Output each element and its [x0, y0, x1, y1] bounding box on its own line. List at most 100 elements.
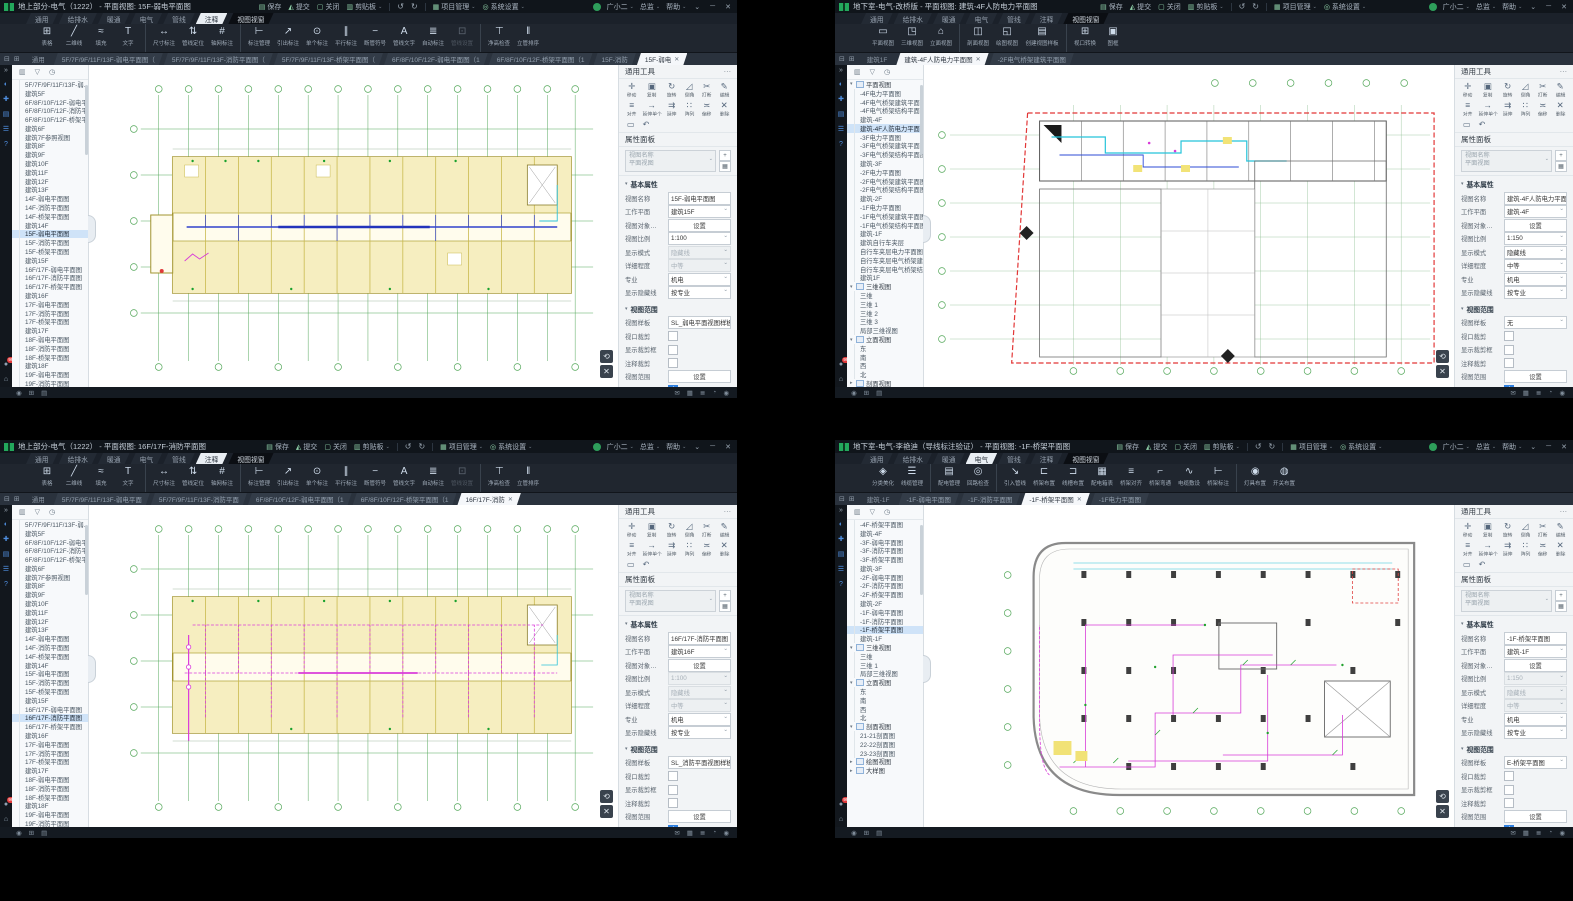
tree-row[interactable]: 19F-弱电平面图: [12, 370, 88, 379]
tree-row[interactable]: -1F-桥架平面图: [847, 625, 923, 635]
panel-tool-button[interactable]: ✕ 删除: [1551, 540, 1569, 558]
collapse-ribbon-button[interactable]: ⌄: [694, 443, 701, 451]
property-value-field[interactable]: 1:100: [668, 232, 731, 245]
ribbon-tab[interactable]: 电气: [131, 453, 163, 464]
tree-row[interactable]: 建筑-1F: [847, 634, 923, 643]
undo-small-icon[interactable]: ↶: [642, 120, 650, 129]
property-value-field[interactable]: 中等: [1504, 699, 1567, 712]
tree-row[interactable]: 6F/8F/10F/12F-弱电平…: [12, 97, 88, 106]
tree-row[interactable]: 15F-桥架平面图: [12, 687, 88, 696]
ribbon-tab[interactable]: 给排水: [59, 13, 97, 24]
tree-scrollbar[interactable]: [920, 525, 923, 595]
document-tab[interactable]: 15F-弱电 ✕: [637, 53, 687, 65]
panel-tool-button[interactable]: ✎ 编辑: [1551, 81, 1569, 99]
layers-button[interactable]: ▦: [1555, 161, 1567, 172]
message-icon[interactable]: ✉: [674, 390, 680, 397]
canvas-undo-button[interactable]: ⟲: [600, 350, 613, 363]
titlebar-action-button[interactable]: ▢ 关闭 ⌄: [1174, 442, 1197, 452]
theme-icon[interactable]: ◐: [3, 81, 9, 88]
tree-row[interactable]: 建筑15F: [12, 255, 88, 265]
tree-row[interactable]: 建筑12F: [12, 616, 88, 626]
collapse-ribbon-button[interactable]: ⌄: [694, 3, 701, 11]
titlebar-action-button[interactable]: ▢ 关闭 ⌄: [1158, 2, 1181, 12]
ribbon-tab[interactable]: 给排水: [894, 13, 932, 24]
toolbar-button[interactable]: ▤ 创建视图样板: [1023, 25, 1061, 47]
sync-view-icon[interactable]: ⊞: [848, 496, 855, 503]
toolbar-button[interactable]: ⌂ 立面视图: [928, 25, 954, 47]
grid-icon[interactable]: ⊞: [28, 830, 35, 837]
property-value-field[interactable]: 按专业: [1504, 286, 1567, 299]
range-props-section-header[interactable]: ▾ 视图范围: [619, 741, 737, 755]
list-icon[interactable]: ☰: [2, 566, 10, 573]
tree-row[interactable]: 6F/8F/10F/12F-桥架平…: [12, 555, 88, 564]
close-button[interactable]: ✕: [1561, 3, 1567, 11]
property-value-field[interactable]: 隐藏线: [668, 685, 731, 699]
document-tab[interactable]: 5F/7F/9F/11F/13F-弱电平面图（ ✕: [54, 53, 163, 65]
tree-row[interactable]: 15F-弱电平面图: [12, 229, 88, 239]
grid-icon[interactable]: ⊞: [28, 390, 35, 397]
tree-row[interactable]: 建筑-2F: [847, 599, 923, 608]
close-button[interactable]: ✕: [725, 3, 731, 11]
annotate-icon[interactable]: ✚: [3, 96, 9, 103]
tree-row[interactable]: 南: [847, 695, 923, 705]
toolbar-button[interactable]: ‖ 立管排序: [515, 25, 541, 47]
tree-row[interactable]: 14F-消防平面图: [12, 643, 88, 652]
toolbar-button[interactable]: ▤ 配电管理: [936, 465, 962, 487]
tree-row[interactable]: 建筑-1F: [847, 229, 923, 238]
property-value-field[interactable]: 按专业: [668, 726, 731, 739]
property-value-field[interactable]: 建筑-4F: [1504, 205, 1567, 218]
tree-row[interactable]: -2F电气桥架建筑平面图: [847, 176, 923, 186]
help-icon[interactable]: ?: [4, 581, 8, 588]
role-menu[interactable]: 总监 ⌄: [1475, 3, 1497, 11]
property-value-field[interactable]: 机电: [1504, 712, 1567, 726]
panel-tool-button[interactable]: ◿ 倒角: [1516, 81, 1534, 99]
tree-row[interactable]: 建筑5F: [12, 88, 88, 98]
tree-row[interactable]: 17F-弱电平面图: [12, 739, 88, 749]
toolbar-button[interactable]: ⊞ 视口转换: [1072, 25, 1098, 47]
tree-row[interactable]: -1F-弱电平面图: [847, 607, 923, 617]
ribbon-tab[interactable]: 视图视窗: [1063, 453, 1108, 464]
ribbon-tab[interactable]: 暖通: [98, 453, 130, 464]
property-settings-button[interactable]: 设置: [1504, 218, 1567, 232]
tree-row[interactable]: 建筑18F: [12, 801, 88, 810]
property-checkbox[interactable]: [1504, 798, 1514, 808]
panel-tool-button[interactable]: ✎ 编辑: [715, 521, 733, 539]
help-icon[interactable]: ?: [839, 581, 843, 588]
theme-icon[interactable]: ◐: [838, 81, 844, 88]
property-value-field[interactable]: 1:150: [1504, 672, 1567, 685]
add-filter-button[interactable]: +: [1555, 590, 1567, 601]
tree-row[interactable]: 建筑14F: [12, 660, 88, 670]
panel-toggle-icon[interactable]: ▥: [19, 69, 26, 76]
tree-row[interactable]: 建筑17F: [12, 766, 88, 775]
toolbar-button[interactable]: ↔ 尺寸标注: [151, 465, 177, 487]
tree-row[interactable]: 绘图视图: [847, 758, 923, 766]
avatar[interactable]: [1428, 2, 1437, 11]
ribbon-tab[interactable]: 管线: [163, 453, 195, 464]
titlebar-menu-button[interactable]: ◎ 系统设置 ⌄: [1324, 2, 1366, 12]
ribbon-tab[interactable]: 视图视窗: [1063, 13, 1108, 24]
tree-row[interactable]: 18F-消防平面图: [12, 343, 88, 353]
tree-row[interactable]: 建筑自行车夹层: [847, 238, 923, 247]
tree-row[interactable]: 建筑9F: [12, 150, 88, 159]
snap-icon[interactable]: ◉: [851, 390, 857, 397]
tree-row[interactable]: 16F/17F-弱电平面图: [12, 704, 88, 714]
tree-row[interactable]: -4F电力平面图: [847, 88, 923, 98]
grid-icon[interactable]: ⊞: [863, 390, 870, 397]
toolbar-button[interactable]: ⇅ 管线定位: [180, 25, 206, 47]
annotate-icon[interactable]: ✚: [838, 96, 844, 103]
document-tab[interactable]: -2F电气桥架建筑平面图 ✕: [990, 53, 1074, 65]
toolbar-button[interactable]: ▦ 配电箱表: [1089, 465, 1115, 487]
ribbon-tab[interactable]: 通用: [26, 453, 58, 464]
tree-row[interactable]: -3F-消防平面图: [847, 546, 923, 555]
user-icon[interactable]: ◉: [723, 390, 729, 397]
titlebar-menu-button[interactable]: ▦ 项目管理 ⌄: [440, 442, 483, 452]
panel-tool-button[interactable]: ∷ 阵列: [680, 540, 698, 558]
basic-props-section-header[interactable]: ▾ 基本属性: [1455, 616, 1573, 630]
link-icon[interactable]: ≣: [699, 390, 706, 397]
tree-row[interactable]: 16F/17F-桥架平面图: [12, 722, 88, 731]
property-checkbox[interactable]: [668, 385, 678, 387]
minimize-button[interactable]: ─: [1546, 443, 1552, 450]
panel-tool-button[interactable]: ∷ 阵列: [680, 100, 698, 118]
titlebar-action-button[interactable]: ▤ 保存 ⌄: [1116, 442, 1139, 452]
device-icon[interactable]: ▦: [1522, 390, 1529, 397]
